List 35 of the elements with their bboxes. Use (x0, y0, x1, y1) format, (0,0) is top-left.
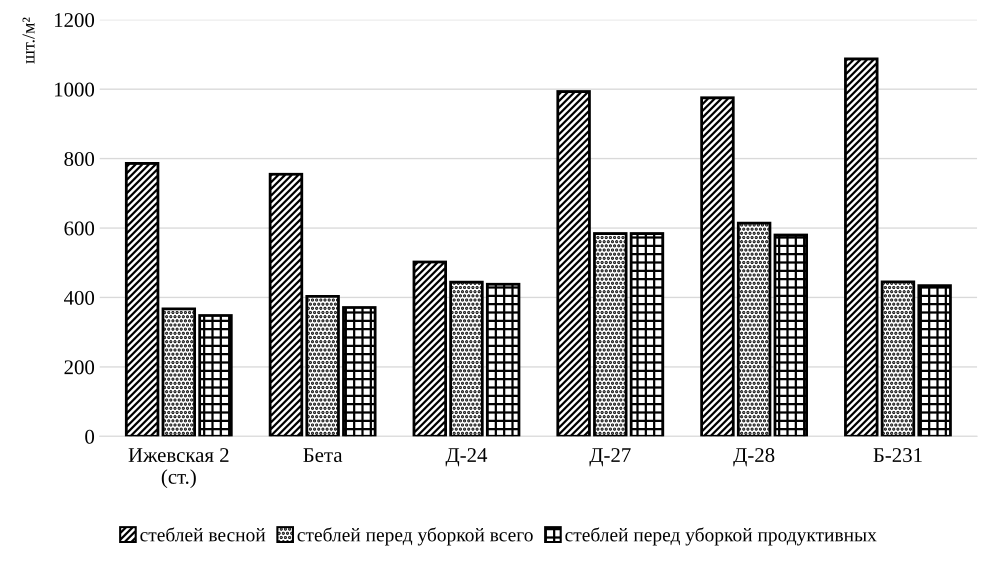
legend-label: стеблей весной (140, 527, 266, 542)
y-tick-label: 400 (64, 290, 94, 305)
bar (198, 314, 233, 436)
y-axis-title: шт./м² (22, 18, 35, 64)
x-tick-label: Д-24 (446, 448, 488, 466)
x-tick-label: Б-231 (873, 448, 922, 462)
bar (305, 295, 340, 436)
legend-label: стеблей перед уборкой продуктивных (565, 527, 877, 546)
bar (556, 90, 591, 436)
bar (412, 260, 447, 436)
bar (630, 232, 664, 436)
bar (736, 222, 772, 436)
y-tick-label: 800 (64, 152, 94, 166)
x-tick-label: Бета (303, 448, 342, 462)
y-tick-label: 1200 (55, 13, 94, 28)
legend-label: стеблей перед уборкой всего (298, 527, 533, 546)
bar (593, 232, 628, 436)
bar (700, 96, 735, 436)
bar (774, 234, 808, 436)
x-tick-label: Ижевская 2 (ст.) (128, 448, 228, 488)
x-tick-label: Д-27 (589, 448, 631, 466)
bar (124, 162, 160, 436)
bar (880, 280, 916, 436)
y-tick-label: 200 (64, 360, 94, 374)
y-tick-label: 600 (64, 221, 94, 236)
bar (162, 308, 196, 436)
bar (917, 284, 952, 436)
bar (844, 58, 878, 436)
bar (486, 282, 520, 436)
bar (342, 306, 377, 436)
x-tick-label: Д-28 (733, 448, 774, 466)
bar (449, 280, 484, 436)
y-tick-label: 0 (85, 430, 94, 444)
y-tick-label: 1000 (55, 82, 94, 97)
bar (268, 172, 304, 436)
